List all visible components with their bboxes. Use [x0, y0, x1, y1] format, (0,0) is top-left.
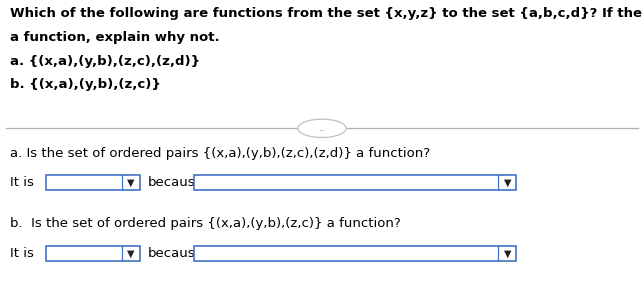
Text: ...: ...	[318, 124, 326, 133]
FancyBboxPatch shape	[46, 175, 140, 190]
FancyBboxPatch shape	[194, 175, 516, 190]
Text: It is: It is	[10, 247, 33, 260]
Text: ▼: ▼	[504, 178, 511, 188]
Text: because: because	[147, 247, 204, 260]
FancyBboxPatch shape	[46, 246, 140, 261]
Text: a. {(x,a),(y,b),(z,c),(z,d)}: a. {(x,a),(y,b),(z,c),(z,d)}	[10, 55, 200, 68]
Text: b.  Is the set of ordered pairs {(x,a),(y,b),(z,c)} a function?: b. Is the set of ordered pairs {(x,a),(y…	[10, 217, 401, 230]
Text: b. {(x,a),(y,b),(z,c)}: b. {(x,a),(y,b),(z,c)}	[10, 78, 160, 91]
Text: ▼: ▼	[127, 248, 135, 258]
Text: because: because	[147, 176, 204, 189]
FancyBboxPatch shape	[194, 246, 516, 261]
Text: a function, explain why not.: a function, explain why not.	[10, 31, 220, 44]
Ellipse shape	[298, 119, 346, 137]
Text: a. Is the set of ordered pairs {(x,a),(y,b),(z,c),(z,d)} a function?: a. Is the set of ordered pairs {(x,a),(y…	[10, 148, 430, 160]
Text: ▼: ▼	[127, 178, 135, 188]
Text: Which of the following are functions from the set {x,y,z} to the set {a,b,c,d}? : Which of the following are functions fro…	[10, 7, 644, 20]
Ellipse shape	[298, 119, 346, 137]
Text: ▼: ▼	[504, 248, 511, 258]
Text: It is: It is	[10, 176, 33, 189]
